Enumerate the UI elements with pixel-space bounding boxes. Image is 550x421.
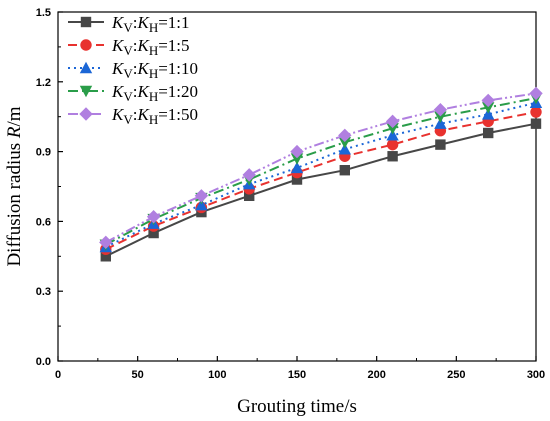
- data-point: [100, 251, 111, 262]
- data-point: [338, 137, 351, 149]
- y-tick-label: 1.5: [36, 7, 51, 19]
- data-point: [386, 138, 399, 151]
- plot-frame: [57, 11, 537, 362]
- data-point: [434, 117, 447, 129]
- data-point: [385, 114, 400, 129]
- x-tick-label: 250: [447, 369, 465, 381]
- legend-entry: KV:KH=1:5: [68, 36, 190, 58]
- x-tick-label: 100: [208, 369, 226, 381]
- y-tick-label: 0.0: [36, 356, 51, 368]
- legend-marker: [80, 39, 92, 51]
- legend-label: KV:KH=1:20: [111, 82, 198, 104]
- data-point: [482, 102, 495, 114]
- y-axis-title: Diffusion radius R/m: [4, 106, 25, 266]
- legend-marker: [79, 107, 93, 121]
- legend-entry: KV:KH=1:20: [68, 82, 198, 104]
- data-point: [530, 106, 542, 118]
- x-tick-label: 300: [527, 369, 545, 381]
- legend-label: KV:KH=1:10: [111, 59, 198, 81]
- y-axis-title-unit: /m: [4, 106, 25, 126]
- series-layer: [99, 86, 543, 262]
- data-point: [99, 235, 113, 250]
- data-point: [242, 168, 256, 182]
- data-point: [290, 153, 304, 165]
- data-point: [148, 227, 159, 239]
- legend-marker: [79, 85, 93, 98]
- axes: 0 50 100 150 200 250 300 0.0 0.3 0.6 0.9 1.2 1.5: [36, 7, 545, 381]
- data-point: [386, 123, 399, 135]
- legend-entry: KV:KH=1:1: [68, 13, 190, 35]
- data-point: [291, 174, 303, 185]
- series-1-50: [99, 86, 543, 250]
- x-tick-label: 150: [288, 369, 306, 381]
- series-1-1: [100, 118, 542, 262]
- legend-label: KV:KH=1:5: [111, 36, 190, 58]
- data-point: [482, 108, 495, 120]
- legend-marker: [80, 16, 92, 28]
- y-axis-title-var: R: [4, 126, 25, 139]
- y-tick-label: 1.2: [36, 77, 51, 89]
- x-tick-label: 200: [367, 369, 385, 381]
- legend-entry: KV:KH=1:50: [68, 105, 198, 127]
- data-point: [290, 144, 304, 159]
- legend-label: KV:KH=1:50: [111, 105, 198, 127]
- data-point: [435, 139, 446, 150]
- series-line: [105, 122, 537, 258]
- legend: KV:KH=1:1KV:KH=1:5KV:KH=1:10KV:KH=1:20KV…: [68, 13, 198, 127]
- legend-marker: [79, 61, 93, 74]
- legend-entry: KV:KH=1:10: [68, 59, 198, 81]
- data-point: [387, 151, 398, 162]
- y-tick-label: 0.3: [36, 286, 51, 298]
- series-line: [105, 111, 537, 251]
- data-point: [481, 93, 495, 108]
- series-1-5: [100, 106, 542, 256]
- data-point: [194, 189, 209, 203]
- data-point: [338, 143, 351, 155]
- series-line: [105, 92, 537, 244]
- data-point: [386, 129, 399, 141]
- data-point: [433, 103, 448, 117]
- data-point: [290, 161, 304, 174]
- x-tick-label: 50: [132, 369, 144, 381]
- data-point: [434, 111, 447, 123]
- y-tick-label: 0.6: [36, 216, 51, 228]
- data-point: [338, 128, 352, 143]
- data-point: [529, 86, 543, 101]
- x-axis-title: Grouting time/s: [237, 396, 357, 417]
- data-point: [530, 118, 542, 129]
- data-point: [483, 127, 494, 139]
- data-point: [195, 198, 208, 211]
- series-line: [105, 97, 537, 246]
- y-axis-title-prefix: Diffusion radius: [4, 138, 25, 266]
- series-line: [105, 101, 537, 248]
- x-tick-label: 0: [55, 369, 61, 381]
- data-point: [339, 165, 350, 176]
- y-tick-label: 0.9: [36, 147, 51, 159]
- data-point: [244, 190, 255, 202]
- legend-label: KV:KH=1:1: [111, 13, 190, 35]
- data-point: [146, 210, 161, 224]
